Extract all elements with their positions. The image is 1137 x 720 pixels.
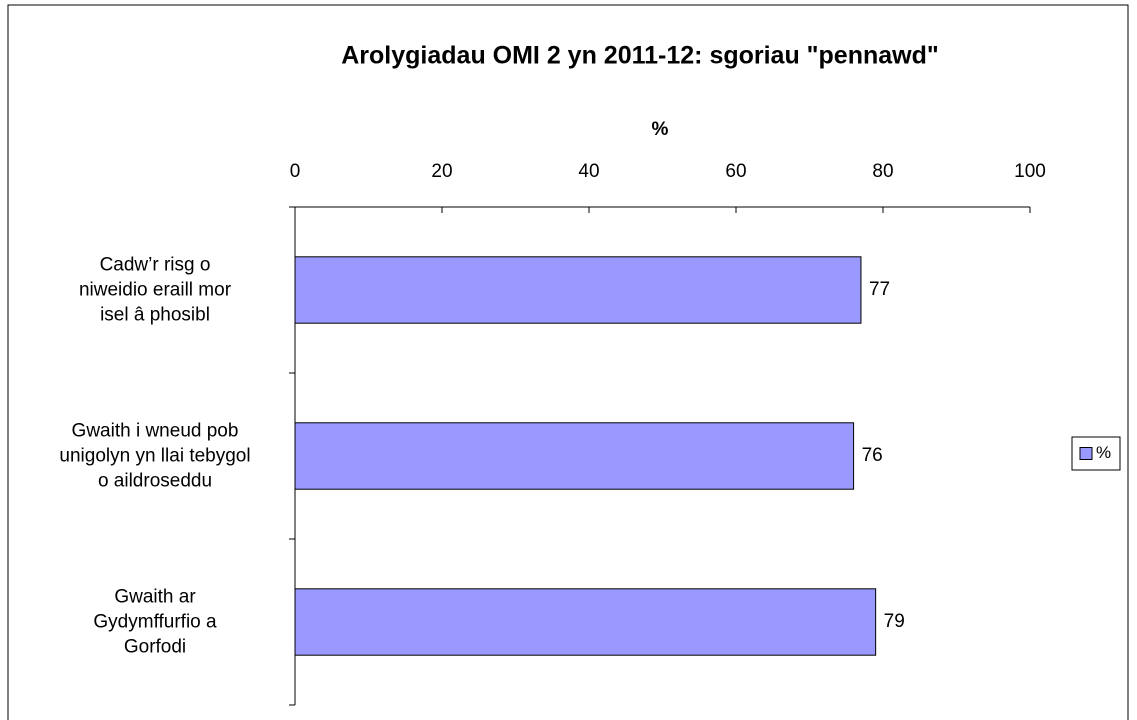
x-tick-label: 80 [872,161,893,182]
y-tick-label: Gwaith ar Gydymffurfio a Gorfodi [93,586,217,658]
x-tick-label: 20 [431,161,452,182]
legend-label: % [1096,443,1111,462]
x-tick-label: 0 [290,161,301,182]
x-tick-label: 100 [1014,161,1046,182]
chart-title: Arolygiadau OMI 2 yn 2011-12: sgoriau "p… [341,42,938,70]
value-label: 76 [862,445,883,466]
value-label: 77 [869,279,890,300]
bar [294,588,877,656]
value-label: 79 [884,611,905,632]
y-tick-label: Cadw’r risg o niweidio eraill mor isel â… [78,254,232,326]
legend-swatch [1079,447,1093,460]
bar [294,256,862,324]
bar [294,422,855,490]
y-tick-label: Gwaith i wneud pob unigolyn yn llai teby… [59,420,251,492]
x-axis-label: % [652,119,669,140]
x-tick-label: 40 [578,161,599,182]
x-tick-label: 60 [725,161,746,182]
